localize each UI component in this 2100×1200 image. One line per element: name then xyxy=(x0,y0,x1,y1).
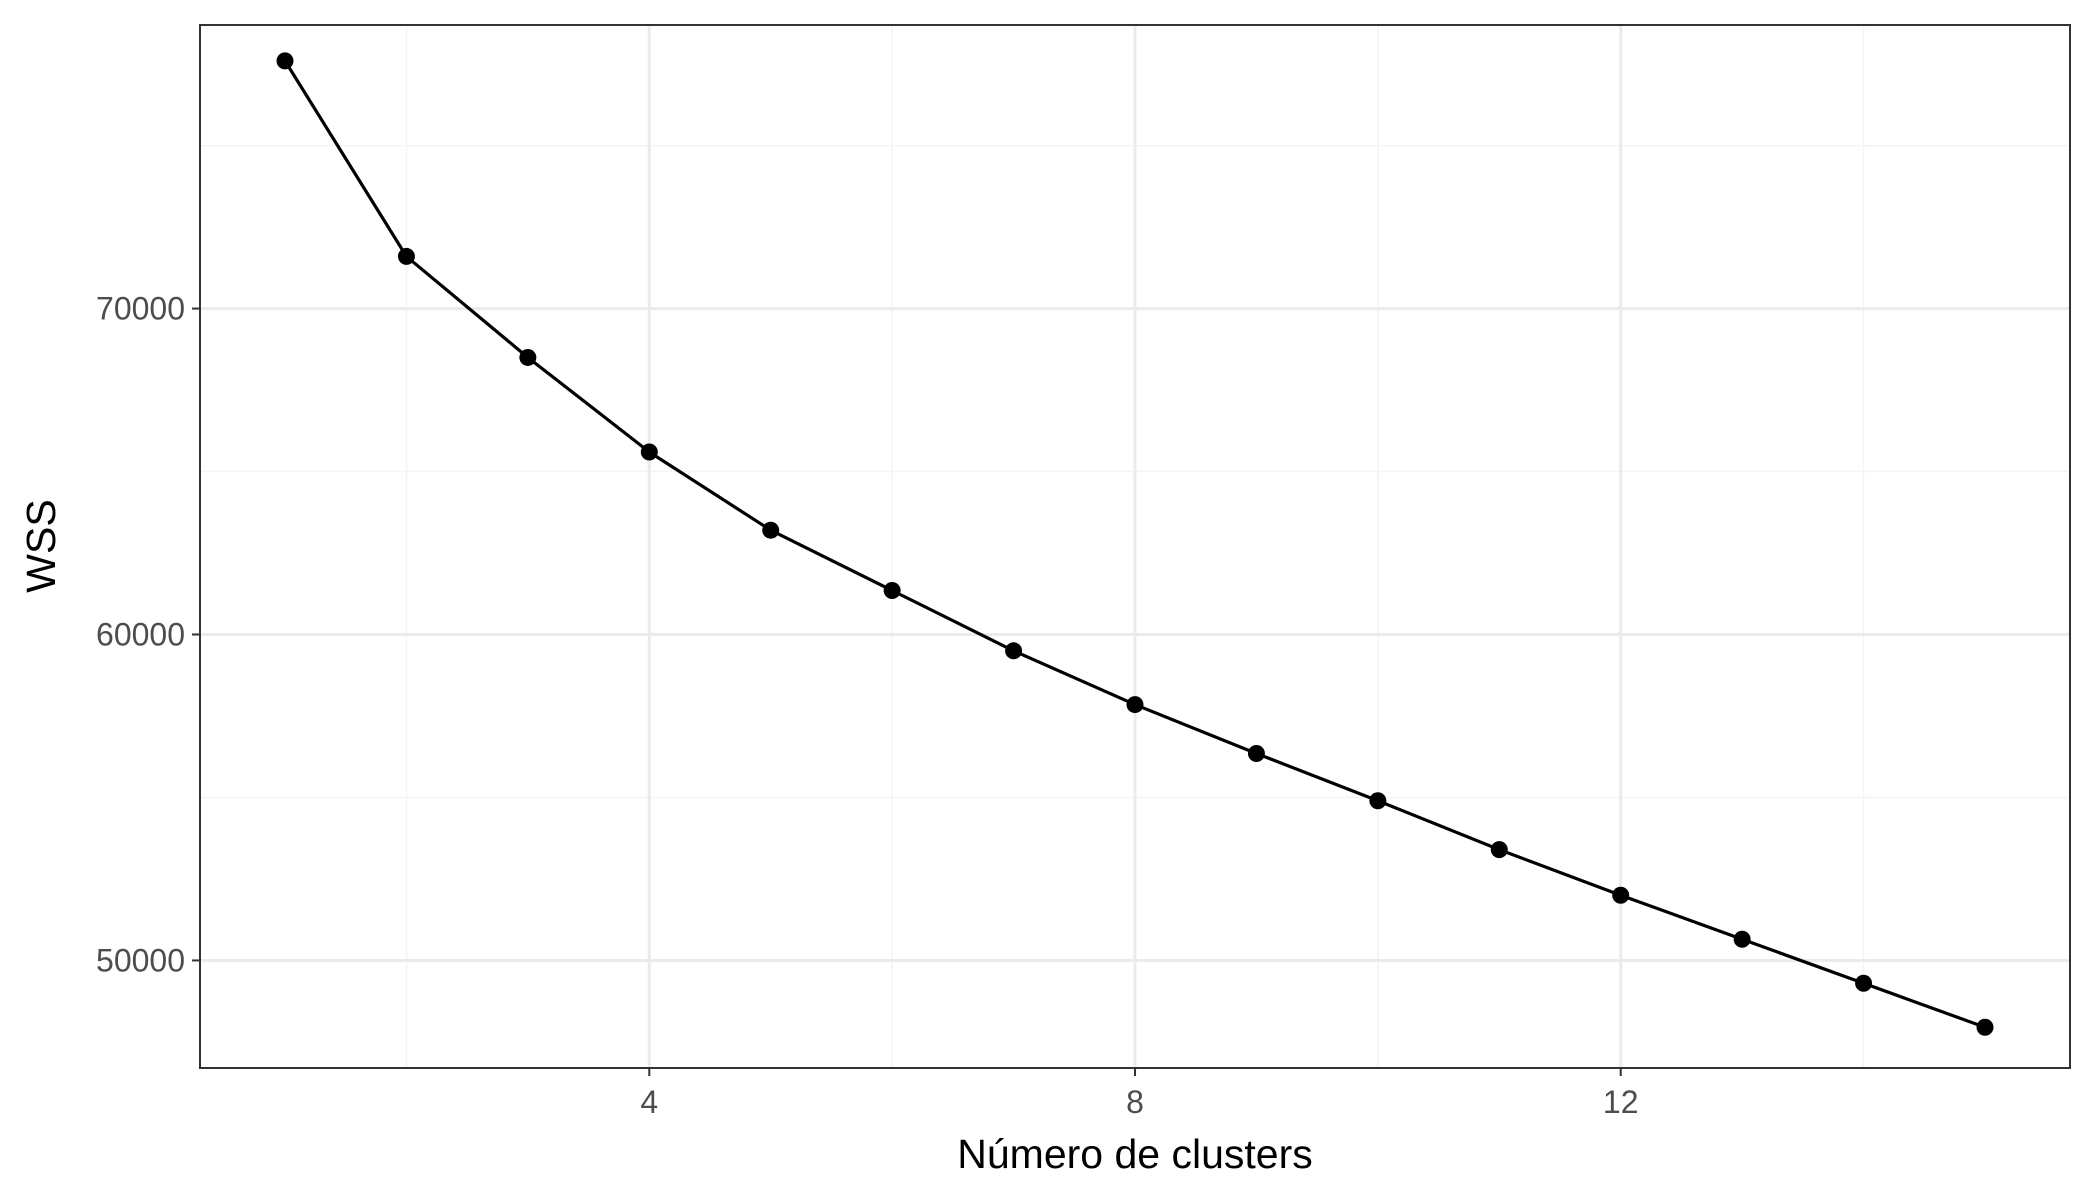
series-layer xyxy=(276,52,1994,1036)
data-point xyxy=(1855,974,1873,992)
x-tick-label: 12 xyxy=(1603,1084,1639,1120)
data-point xyxy=(1005,642,1023,660)
data-point xyxy=(397,247,415,265)
y-tick-label: 50000 xyxy=(96,942,185,978)
data-point xyxy=(1247,744,1265,762)
y-axis-title: WSS xyxy=(18,499,64,592)
data-point xyxy=(519,348,537,366)
x-tick-label: 4 xyxy=(640,1084,658,1120)
data-point xyxy=(1612,886,1630,904)
data-point xyxy=(883,582,901,600)
data-point xyxy=(1733,930,1751,948)
major-gridlines xyxy=(200,25,2070,1068)
x-axis-ticks: 4 8 12 xyxy=(640,1068,1639,1120)
y-axis-ticks: 50000 60000 70000 xyxy=(96,291,200,978)
x-axis-title: Número de clusters xyxy=(957,1131,1312,1177)
data-point xyxy=(1126,696,1144,714)
y-tick-label: 70000 xyxy=(96,291,185,327)
x-tick-label: 8 xyxy=(1126,1084,1144,1120)
data-point xyxy=(1369,792,1387,810)
data-point xyxy=(640,443,658,461)
data-point xyxy=(1490,841,1508,859)
y-tick-label: 60000 xyxy=(96,617,185,653)
data-point xyxy=(762,521,780,539)
data-point xyxy=(276,52,294,70)
data-point xyxy=(1976,1018,1994,1036)
